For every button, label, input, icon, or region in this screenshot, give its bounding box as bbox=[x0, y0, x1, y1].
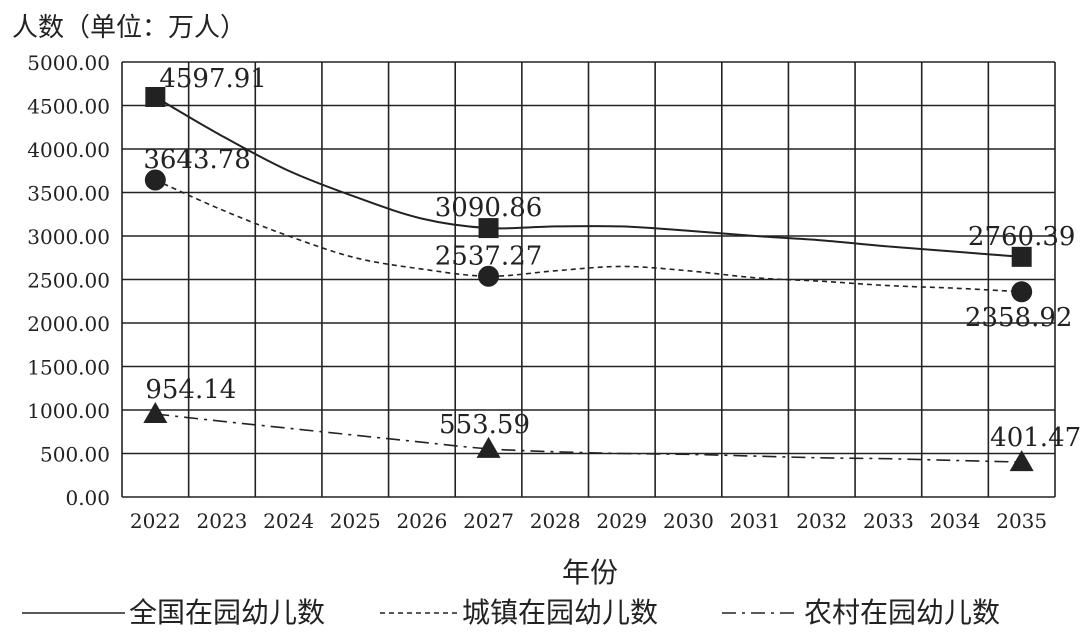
data-label: 4597.91 bbox=[159, 64, 267, 94]
y-tick-label: 5000.00 bbox=[27, 51, 110, 75]
x-tick-label: 2028 bbox=[530, 509, 581, 533]
data-label: 553.59 bbox=[439, 410, 530, 440]
y-tick-label: 1000.00 bbox=[27, 399, 110, 423]
marker-circle bbox=[1011, 281, 1033, 303]
x-tick-label: 2026 bbox=[396, 509, 447, 533]
legend-label-0: 全国在园幼儿数 bbox=[129, 596, 325, 629]
data-label: 2358.92 bbox=[965, 303, 1073, 333]
marker-triangle bbox=[143, 401, 168, 423]
x-tick-label: 2022 bbox=[130, 509, 181, 533]
x-tick-label: 2023 bbox=[197, 509, 248, 533]
x-tick-label: 2029 bbox=[596, 509, 647, 533]
series bbox=[143, 86, 1034, 472]
marker-circle bbox=[478, 265, 500, 287]
data-label: 3090.86 bbox=[435, 193, 543, 223]
y-tick-label: 3500.00 bbox=[27, 182, 110, 206]
series-line-0 bbox=[154, 96, 1022, 258]
series-line-2 bbox=[155, 413, 1022, 463]
x-tick-label: 2035 bbox=[996, 509, 1047, 533]
marker-triangle bbox=[476, 436, 501, 458]
axes: 0.00 500.00 1000.00 1500.00 2000.00 2500.00 30… bbox=[12, 13, 1047, 589]
legend: 全国在园幼儿数 城镇在园幼儿数 农村在园幼儿数 bbox=[22, 596, 1000, 629]
y-tick-label: 0.00 bbox=[65, 486, 110, 510]
x-tick-label: 2027 bbox=[463, 509, 514, 533]
y-tick-label: 3000.00 bbox=[27, 225, 110, 249]
marker-circle bbox=[144, 169, 166, 191]
x-tick-label: 2032 bbox=[796, 509, 847, 533]
y-tick-label: 2500.00 bbox=[27, 269, 110, 293]
y-tick-label: 500.00 bbox=[40, 443, 110, 467]
y-tick-label: 4000.00 bbox=[27, 138, 110, 162]
x-tick-label: 2034 bbox=[930, 509, 981, 533]
x-tick-label: 2025 bbox=[330, 509, 381, 533]
y-tick-label: 1500.00 bbox=[27, 356, 110, 380]
marker-square bbox=[145, 86, 166, 107]
marker-triangle bbox=[1009, 450, 1034, 472]
x-tick-label: 2030 bbox=[663, 509, 714, 533]
x-axis-title: 年份 bbox=[562, 556, 618, 589]
x-tick-label: 2033 bbox=[863, 509, 914, 533]
y-axis-title: 人数（单位：万人） bbox=[12, 13, 246, 43]
data-label: 401.47 bbox=[990, 423, 1080, 453]
legend-label-2: 农村在园幼儿数 bbox=[804, 596, 1000, 629]
y-tick-label: 2000.00 bbox=[27, 312, 110, 336]
marker-square bbox=[478, 218, 499, 239]
x-tick-label: 2024 bbox=[263, 509, 314, 533]
marker-square bbox=[1011, 246, 1032, 267]
y-tick-label: 4500.00 bbox=[27, 95, 110, 119]
legend-label-1: 城镇在园幼儿数 bbox=[462, 596, 658, 629]
data-labels: 4597.91 3090.86 2760.39 3643.78 2537.27 2358.… bbox=[143, 64, 1080, 453]
grid bbox=[121, 61, 1056, 498]
data-label: 3643.78 bbox=[143, 145, 251, 175]
data-label: 954.14 bbox=[145, 375, 236, 405]
x-tick-label: 2031 bbox=[730, 509, 781, 533]
data-label: 2760.39 bbox=[968, 222, 1076, 252]
data-label: 2537.27 bbox=[435, 241, 543, 271]
